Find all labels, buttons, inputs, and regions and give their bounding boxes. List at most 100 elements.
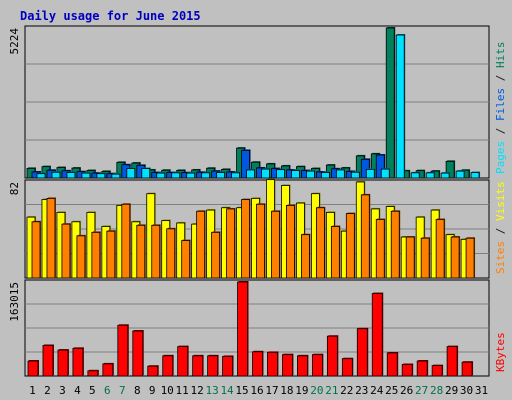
bar [306,170,315,179]
bar [431,365,443,377]
legend-entry: Pages [494,141,507,174]
bar [201,172,211,179]
bar [57,349,69,377]
bar [166,228,176,279]
bar [111,173,121,179]
bar [350,171,360,179]
bar [256,203,265,279]
visits-panel: 82 Sites / Visits [8,178,507,279]
series-2 [31,193,476,279]
x-tick-label: 20 [310,384,323,397]
bar [241,199,250,279]
bar [282,354,293,377]
bar [61,223,71,279]
bar [66,172,76,179]
series-3 [36,34,481,179]
x-tick-label: 17 [265,384,278,397]
bar [341,358,353,377]
bar [267,351,278,377]
bar [416,360,428,377]
bar [371,293,383,377]
bar [117,324,129,377]
bar [445,160,455,179]
bar [177,346,189,377]
bar [385,27,395,179]
bar [87,370,99,377]
bar [126,168,136,179]
bar [192,355,204,377]
bar [121,203,131,279]
bar [330,226,340,279]
bar [261,168,270,179]
bar [360,194,370,279]
bar [207,355,219,377]
bar [410,172,420,179]
bar [375,154,385,179]
x-tick-label: 24 [370,384,384,397]
legend-entry: Files [494,88,507,121]
bar [216,172,226,179]
bar [72,347,84,377]
series-legend: KBytes [494,332,507,372]
x-tick-label: 16 [250,384,263,397]
series-legend: Pages / Files / Hits [494,42,507,175]
x-tick-label: 14 [220,384,234,397]
y-max-label: 82 [8,182,21,195]
x-tick-label: 9 [149,384,156,397]
legend-entry: Visits [494,181,507,221]
bar [450,236,460,279]
hits-panel: 5224 Pages / Files / Hits [8,25,507,179]
bar [102,363,114,377]
bar [181,240,191,279]
bar [151,224,161,279]
y-max-label: 163015 [8,282,21,322]
x-tick-label: 3 [59,384,66,397]
bar [301,234,310,279]
bar [196,210,206,279]
x-tick-label: 12 [191,384,204,397]
bar [81,172,91,179]
x-tick-label: 11 [176,384,189,397]
series-legend: Sites / Visits [494,181,507,274]
bar [291,170,300,179]
x-tick-label: 19 [295,384,308,397]
legend-entry: / [494,221,507,241]
x-tick-label: 27 [415,384,428,397]
x-tick-label: 2 [44,384,51,397]
bar [297,355,308,377]
bar [401,364,413,377]
bar [96,173,106,179]
x-axis-labels: 1 2 3 4 5 6 7 8 9 10 11 12 13 14 15 16 17 18 19 20 21 22 23 24 2… [29,384,488,397]
bar [141,168,151,179]
x-tick-label: 29 [445,384,458,397]
x-tick-label: 31 [475,384,488,397]
bar [186,172,196,179]
bar [365,168,375,179]
bar [386,352,398,377]
bar [320,172,330,179]
bar [147,365,159,377]
bar [326,335,338,377]
bar [136,224,146,279]
bar [171,172,181,179]
bar [395,34,405,179]
bar [311,354,323,377]
bar [211,231,221,279]
x-tick-label: 1 [29,384,36,397]
bar [461,361,473,377]
bar [435,219,445,279]
kbytes-panel: 163015 KBytes [8,279,507,377]
bar [440,172,450,179]
bar [31,221,41,279]
bar [241,150,250,179]
bar [27,360,39,377]
bar [42,345,54,377]
x-tick-label: 18 [280,384,293,397]
bar [420,237,430,279]
chart-panels: 5224 Pages / Files / Hits 82 Sites / Visits… [8,25,507,377]
x-tick-label: 6 [104,384,111,397]
legend-entry: / [494,121,507,141]
bar [470,172,480,179]
bar [76,235,86,279]
bar [46,197,56,279]
